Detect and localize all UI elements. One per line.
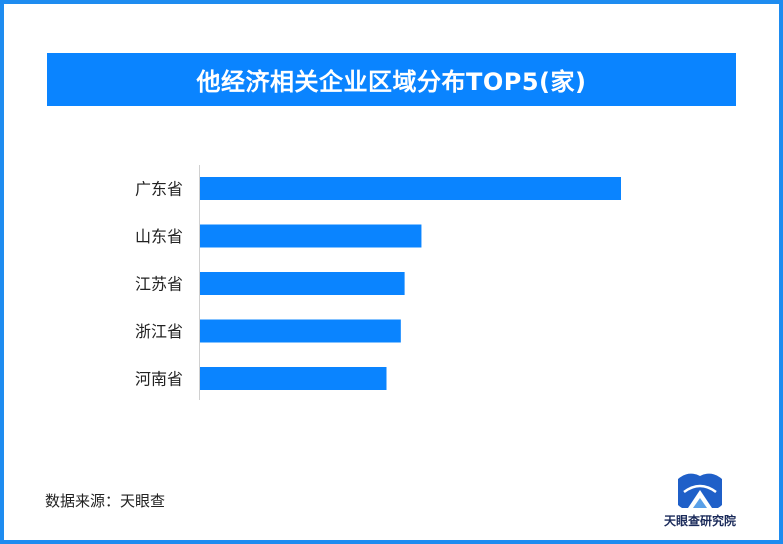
chart-title: 他经济相关企业区域分布TOP5(家) bbox=[196, 68, 587, 96]
bars-group bbox=[200, 177, 621, 390]
bar-2 bbox=[200, 224, 422, 248]
title-banner: 他经济相关企业区域分布TOP5(家) bbox=[47, 53, 736, 106]
data-source: 数据来源：天眼查 bbox=[45, 492, 166, 510]
category-label-5: 河南省 bbox=[135, 370, 183, 389]
category-label-1: 广东省 bbox=[135, 180, 183, 199]
bar-5 bbox=[200, 367, 387, 390]
bar-3 bbox=[200, 272, 405, 295]
logo-text: 天眼查研究院 bbox=[663, 514, 736, 528]
category-label-3: 江苏省 bbox=[135, 275, 183, 294]
tianyancha-logo-icon bbox=[678, 473, 722, 508]
tianyancha-logo: 天眼查研究院 bbox=[655, 466, 745, 532]
category-label-2: 山东省 bbox=[135, 227, 183, 246]
bar-1 bbox=[200, 177, 621, 200]
bar-4 bbox=[200, 319, 401, 343]
category-label-4: 浙江省 bbox=[135, 322, 183, 341]
